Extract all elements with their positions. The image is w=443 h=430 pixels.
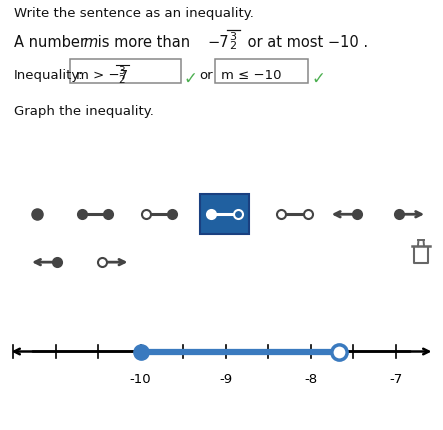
FancyBboxPatch shape xyxy=(70,59,182,83)
Text: A number: A number xyxy=(14,35,91,50)
Text: is more than: is more than xyxy=(93,35,195,50)
Text: Inequality:: Inequality: xyxy=(14,69,84,82)
Text: or: or xyxy=(199,69,213,82)
Text: or at most −10 .: or at most −10 . xyxy=(243,35,368,50)
Text: m: m xyxy=(83,35,97,50)
Text: -10: -10 xyxy=(130,372,152,386)
Text: 2: 2 xyxy=(118,75,124,85)
Text: ✓: ✓ xyxy=(312,70,326,88)
FancyBboxPatch shape xyxy=(215,59,308,83)
Text: Write the sentence as an inequality.: Write the sentence as an inequality. xyxy=(14,7,254,20)
Text: -9: -9 xyxy=(219,372,232,386)
Text: 2: 2 xyxy=(229,41,236,51)
Text: Graph the inequality.: Graph the inequality. xyxy=(14,105,154,118)
Text: -8: -8 xyxy=(304,372,318,386)
Text: −7: −7 xyxy=(207,35,229,50)
Text: m > −7: m > −7 xyxy=(76,69,128,82)
Text: m ≤ −10: m ≤ −10 xyxy=(221,69,281,82)
Text: -7: -7 xyxy=(389,372,403,386)
Text: 3: 3 xyxy=(118,66,124,76)
Text: 3: 3 xyxy=(229,32,236,42)
Text: ✓: ✓ xyxy=(184,70,198,88)
FancyBboxPatch shape xyxy=(200,195,249,235)
